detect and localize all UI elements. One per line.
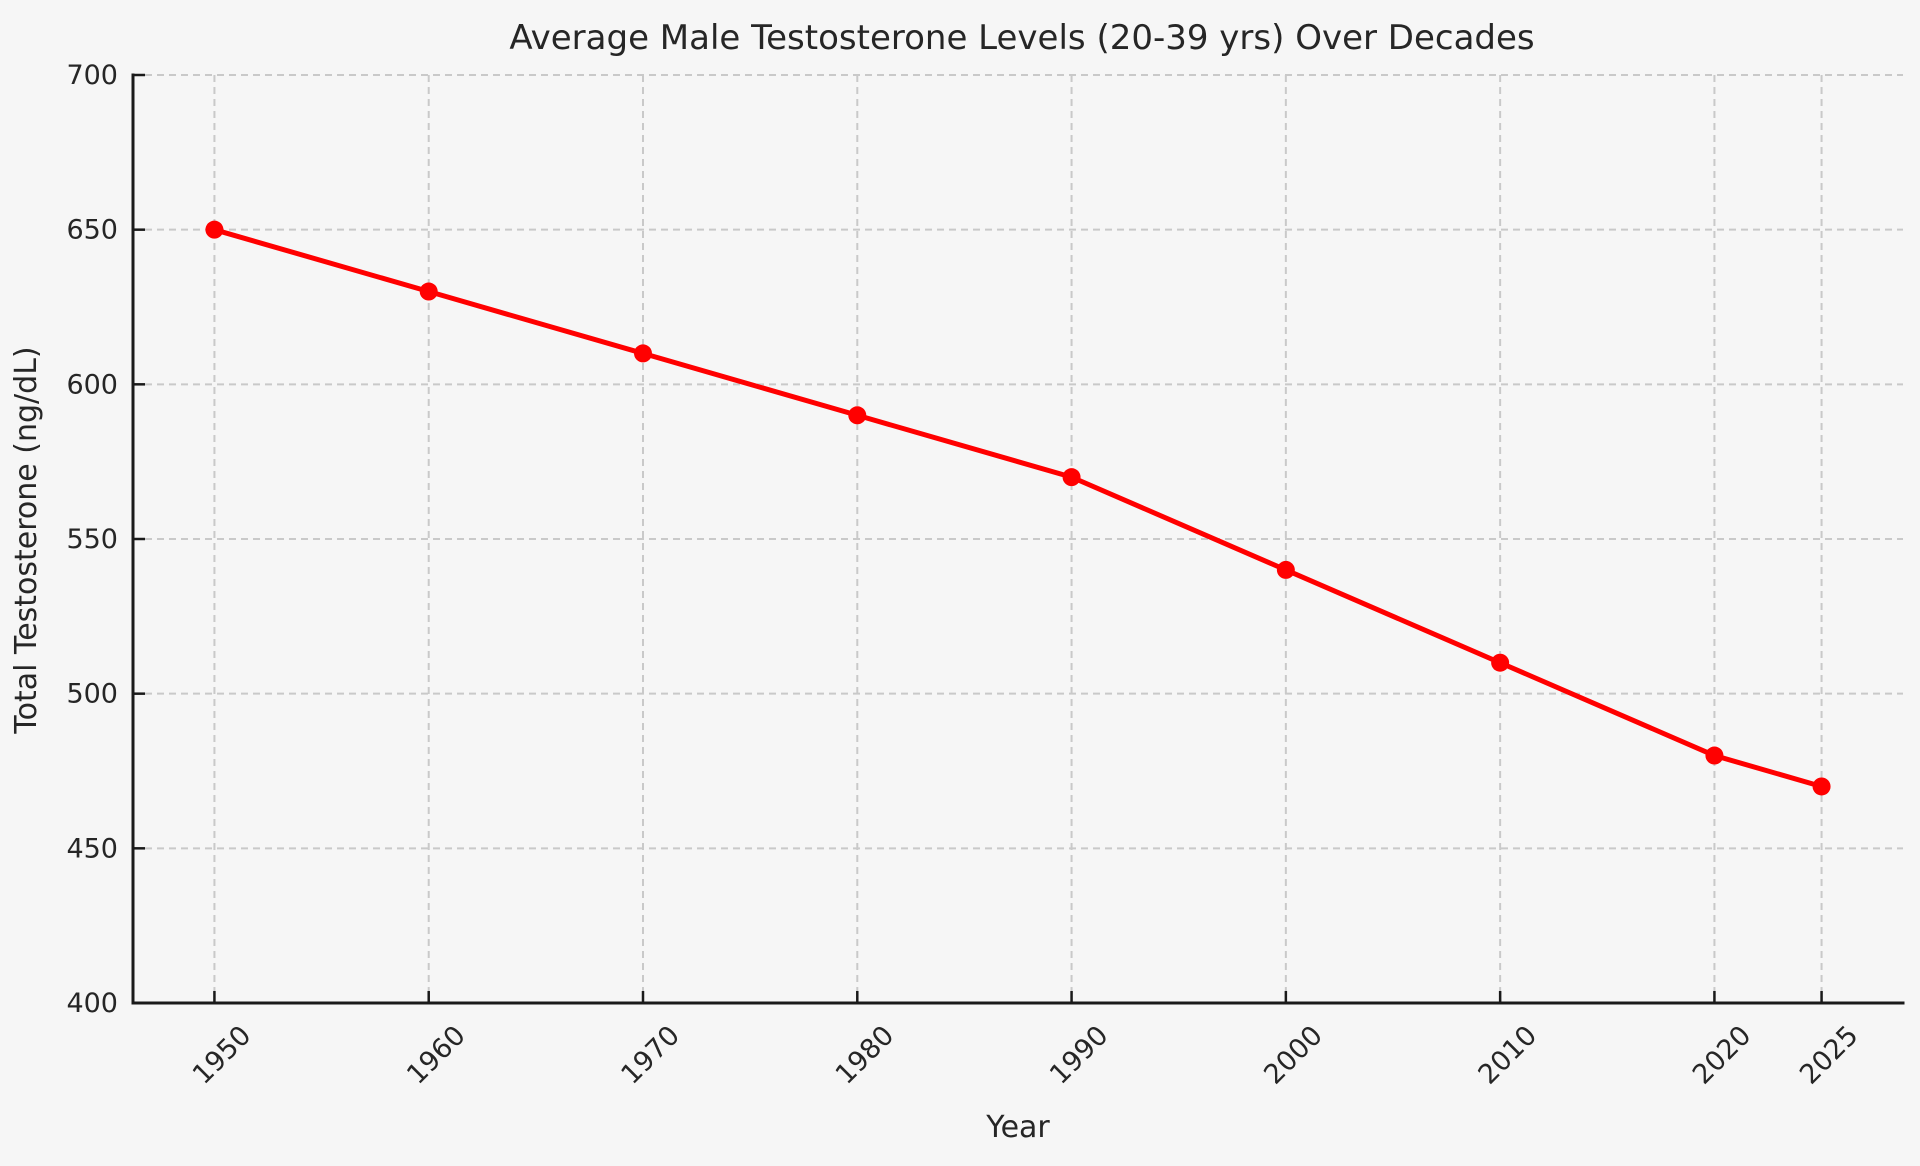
y-tick-label-500: 500 xyxy=(66,679,118,710)
x-tick-label-1980: 1980 xyxy=(830,1020,901,1091)
data-point-1990 xyxy=(1062,468,1081,487)
y-tick-label-700: 700 xyxy=(66,60,118,91)
x-tick-label-1950: 1950 xyxy=(187,1020,258,1091)
x-tick-label-2025: 2025 xyxy=(1794,1020,1865,1091)
x-tick-label-1990: 1990 xyxy=(1044,1020,1115,1091)
gridlines-layer xyxy=(133,74,1903,1004)
y-tick-label-650: 650 xyxy=(66,215,118,246)
y-tick-label-550: 550 xyxy=(66,524,118,555)
data-point-1960 xyxy=(419,282,438,301)
data-point-1950 xyxy=(205,220,224,239)
data-point-2025 xyxy=(1812,777,1831,796)
series-layer xyxy=(205,220,1831,796)
y-tick-label-400: 400 xyxy=(66,988,118,1019)
axes-layer: 400 450 500 550 600 650 700 1950 1960 1970 1980 199… xyxy=(66,60,1905,1091)
data-point-2000 xyxy=(1276,560,1295,579)
data-point-1970 xyxy=(634,344,652,363)
x-tick-label-1970: 1970 xyxy=(615,1020,686,1091)
data-point-2020 xyxy=(1705,746,1724,765)
series-line-average-male-testosterone xyxy=(211,227,1825,789)
x-tick-label-1960: 1960 xyxy=(401,1020,472,1091)
y-axis-label: Total Testosterone (ng/dL) xyxy=(9,346,44,734)
x-tick-label-2000: 2000 xyxy=(1258,1020,1329,1091)
x-tick-label-2010: 2010 xyxy=(1473,1020,1544,1091)
data-point-2010 xyxy=(1491,653,1510,672)
y-tick-label-600: 600 xyxy=(66,369,118,400)
x-axis-label: Year xyxy=(985,1110,1050,1145)
x-tick-label-2020: 2020 xyxy=(1687,1020,1758,1091)
data-point-1980 xyxy=(848,406,867,425)
y-tick-label-450: 450 xyxy=(66,833,118,864)
chart-title: Average Male Testosterone Levels (20-39 … xyxy=(509,18,1534,58)
